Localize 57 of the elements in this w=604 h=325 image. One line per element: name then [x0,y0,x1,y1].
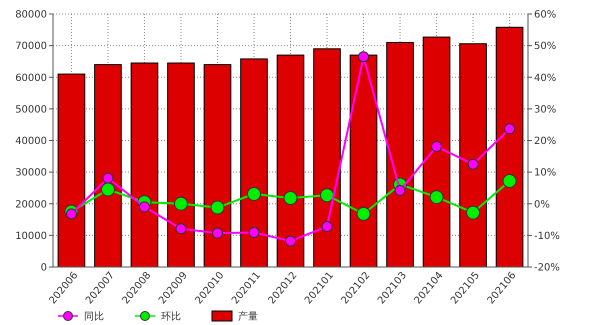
y-tick-label: 20000 [15,199,47,210]
bar [94,64,122,268]
point [502,174,517,188]
point [210,200,224,215]
bar [276,54,304,268]
bar [204,64,232,268]
point [175,223,186,234]
y-tick-label: 80000 [15,10,47,20]
point [320,188,334,202]
point [174,196,188,211]
y2-tick-label: 0% [534,199,550,210]
point [356,206,371,221]
y-tick-label: 40000 [15,136,47,147]
bar [167,62,195,268]
bar [130,62,158,268]
y2-tick-label: -20% [534,262,560,274]
bar [386,42,414,268]
y-tick-label: 60000 [15,72,47,84]
point [358,51,370,62]
point [468,158,479,170]
legend-label: 环比 [161,310,181,322]
y-tick-label: 10000 [15,230,47,242]
y2-tick-label: 60% [534,10,556,20]
point [102,172,114,184]
bar [459,43,487,268]
bar [496,26,524,268]
point [466,206,480,220]
point [504,123,516,134]
point [322,221,333,232]
y2-tick-label: 40% [534,72,556,84]
y2-tick-label: -10% [534,230,560,242]
y-tick-label: 50000 [15,104,47,116]
y2-tick-label: 50% [534,41,556,52]
point [246,186,261,201]
y-tick-label: 0 [40,262,47,274]
y2-tick-label: 10% [534,168,556,179]
point [394,184,406,196]
y-tick-label: 30000 [15,168,47,179]
point [430,190,444,204]
y2-tick-label: 20% [534,136,556,147]
legend-label: 同比 [84,310,104,322]
bar [350,54,378,268]
y2-tick-label: 30% [534,104,556,116]
bar [422,36,450,268]
point [100,182,115,197]
bar [313,48,341,268]
bar [240,58,268,268]
point [285,236,296,247]
point [431,141,442,152]
legend-label: 产量 [238,310,258,322]
y-tick-label: 70000 [15,41,47,52]
bar [58,74,86,268]
point [248,227,260,238]
point [138,201,150,212]
point [284,191,298,206]
point [212,228,223,239]
point [66,208,77,220]
